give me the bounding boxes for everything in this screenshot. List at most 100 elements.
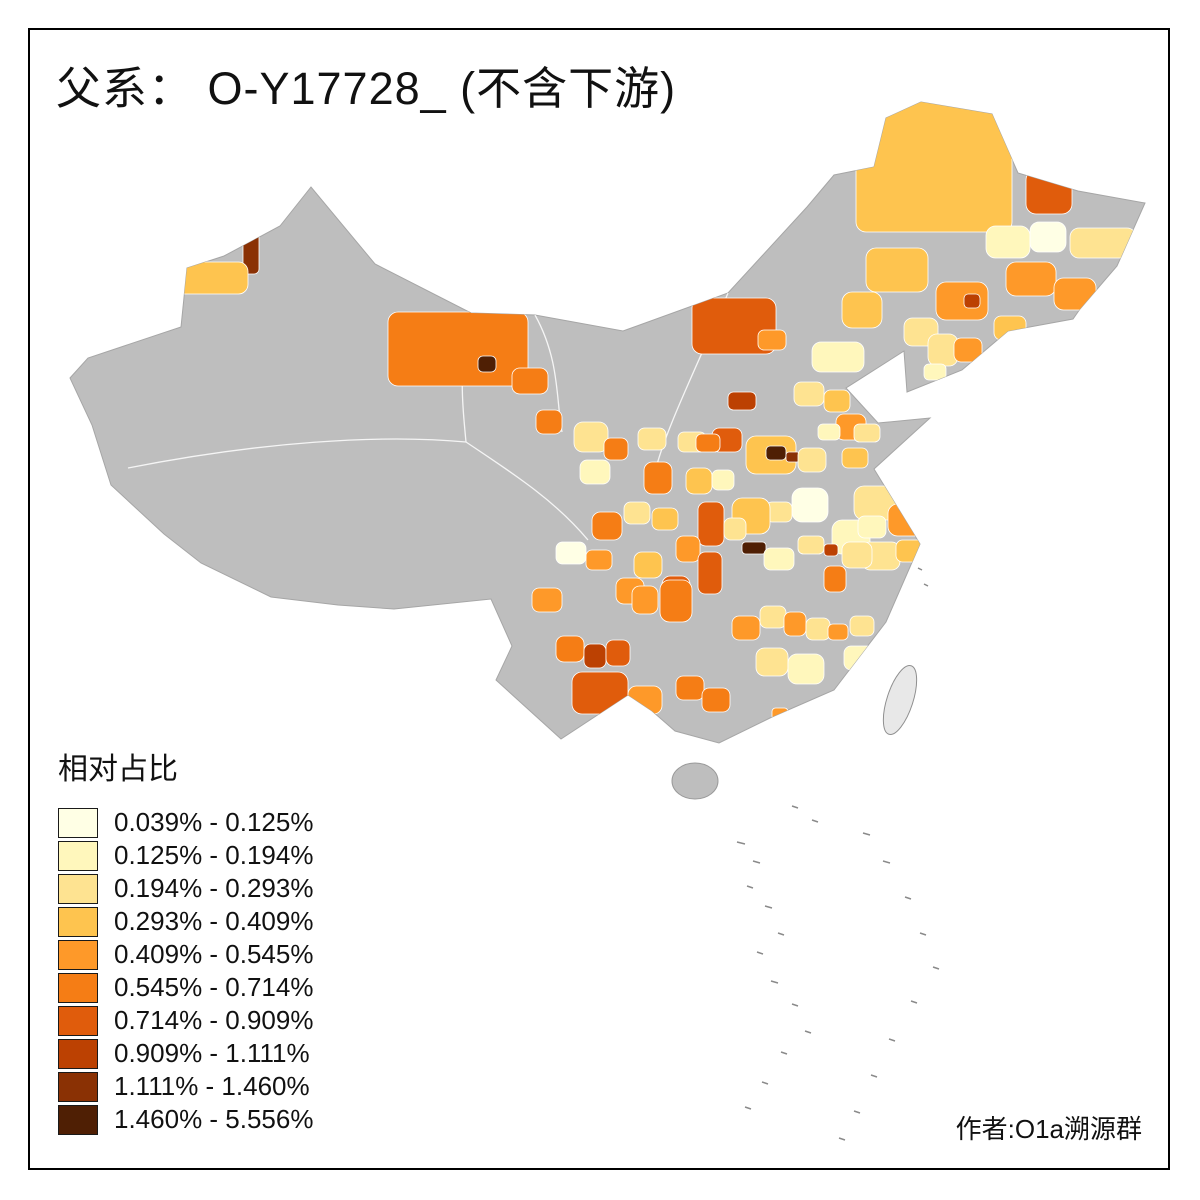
map-region xyxy=(787,653,825,685)
legend-title: 相对占比 xyxy=(58,753,178,786)
map-region xyxy=(727,391,757,411)
legend-label: 0.545% - 0.714% xyxy=(114,972,314,1002)
map-region xyxy=(927,333,959,367)
legend-swatch xyxy=(58,1005,98,1036)
map-region xyxy=(823,543,839,557)
map-region xyxy=(1005,261,1057,297)
legend-swatch xyxy=(58,1104,98,1135)
map-region xyxy=(691,297,777,355)
map-region xyxy=(159,261,249,295)
legend-row: 0.293% - 0.409% xyxy=(58,905,313,938)
legend-label: 0.125% - 0.194% xyxy=(114,840,314,870)
map-region xyxy=(695,433,721,453)
map-region xyxy=(791,487,829,523)
map-region xyxy=(741,541,767,555)
map-region xyxy=(623,501,651,525)
map-region xyxy=(843,645,877,671)
legend-label: 0.194% - 0.293% xyxy=(114,873,314,903)
map-region xyxy=(759,605,787,629)
map-region xyxy=(603,437,629,461)
legend-swatch xyxy=(58,807,98,838)
legend-label: 0.714% - 0.909% xyxy=(114,1005,314,1035)
map-region xyxy=(923,363,947,381)
map-region xyxy=(1025,169,1073,215)
map-region xyxy=(571,671,629,715)
legend-label: 1.111% - 1.460% xyxy=(114,1071,310,1101)
south-china-sea-islands xyxy=(736,567,940,1141)
legend-row: 1.460% - 5.556% xyxy=(58,1103,313,1136)
legend-row: 0.545% - 0.714% xyxy=(58,971,313,1004)
legend-label: 1.460% - 5.556% xyxy=(114,1104,314,1134)
page-title: 父系： O-Y17728_ (不含下游) xyxy=(56,63,677,114)
map-region xyxy=(585,549,613,571)
legend-label: 0.909% - 1.111% xyxy=(114,1038,310,1068)
map-region xyxy=(477,355,497,373)
map-region xyxy=(555,541,587,565)
map-region xyxy=(643,461,673,495)
map-region xyxy=(605,639,631,667)
map-region xyxy=(723,517,747,541)
map-region xyxy=(963,293,981,309)
map-region xyxy=(841,541,873,569)
map-region xyxy=(511,367,549,395)
map-region xyxy=(797,535,825,555)
map-region xyxy=(633,551,663,579)
map-region xyxy=(591,511,623,541)
map-region xyxy=(535,409,563,435)
map-region xyxy=(631,585,659,615)
map-region xyxy=(757,329,787,351)
map-region xyxy=(675,535,701,563)
legend-label: 0.409% - 0.545% xyxy=(114,939,314,969)
legend-label: 0.293% - 0.409% xyxy=(114,906,314,936)
map-region xyxy=(817,423,841,441)
map-region xyxy=(849,615,875,637)
map-region xyxy=(701,687,731,713)
taiwan-island xyxy=(882,665,918,735)
map-region xyxy=(953,337,983,363)
legend-swatch xyxy=(58,939,98,970)
map-region xyxy=(697,551,723,595)
hainan-island xyxy=(671,762,719,800)
map-region xyxy=(1029,221,1067,253)
map-region xyxy=(865,247,929,293)
map-region xyxy=(827,623,849,641)
legend-swatch xyxy=(58,1071,98,1102)
legend-swatch xyxy=(58,1038,98,1069)
map-region xyxy=(675,675,705,701)
legend-row: 0.194% - 0.293% xyxy=(58,872,313,905)
map-region xyxy=(387,311,529,387)
map-region xyxy=(793,381,825,407)
map-region xyxy=(857,515,887,539)
map-region xyxy=(583,643,607,669)
map-region xyxy=(763,547,795,571)
map-region xyxy=(573,421,609,453)
map-region xyxy=(841,447,869,469)
legend-label: 0.039% - 0.125% xyxy=(114,807,314,837)
map-region xyxy=(755,647,789,677)
map-region xyxy=(855,102,1013,233)
legend-row: 0.039% - 0.125% xyxy=(58,806,313,839)
legend-row: 1.111% - 1.460% xyxy=(58,1070,313,1103)
map-region xyxy=(823,565,847,593)
map-region xyxy=(853,423,881,443)
map-region xyxy=(731,615,761,641)
legend: 相对占比 0.039% - 0.125% 0.125% - 0.194% 0.194… xyxy=(58,744,313,1136)
map-region xyxy=(805,617,831,641)
map-region xyxy=(651,507,679,531)
legend-row: 0.909% - 1.111% xyxy=(58,1037,313,1070)
map-region xyxy=(993,315,1027,341)
legend-swatch xyxy=(58,906,98,937)
map-region xyxy=(823,389,851,413)
map-region xyxy=(765,445,787,461)
legend-swatch xyxy=(58,873,98,904)
map-region xyxy=(659,579,693,623)
map-region xyxy=(935,281,989,321)
legend-swatch xyxy=(58,972,98,1003)
map-region xyxy=(711,469,735,491)
legend-row: 0.714% - 0.909% xyxy=(58,1004,313,1037)
map-region xyxy=(555,635,585,663)
map-region xyxy=(531,587,563,613)
map-region xyxy=(697,501,725,547)
legend-row: 0.409% - 0.545% xyxy=(58,938,313,971)
